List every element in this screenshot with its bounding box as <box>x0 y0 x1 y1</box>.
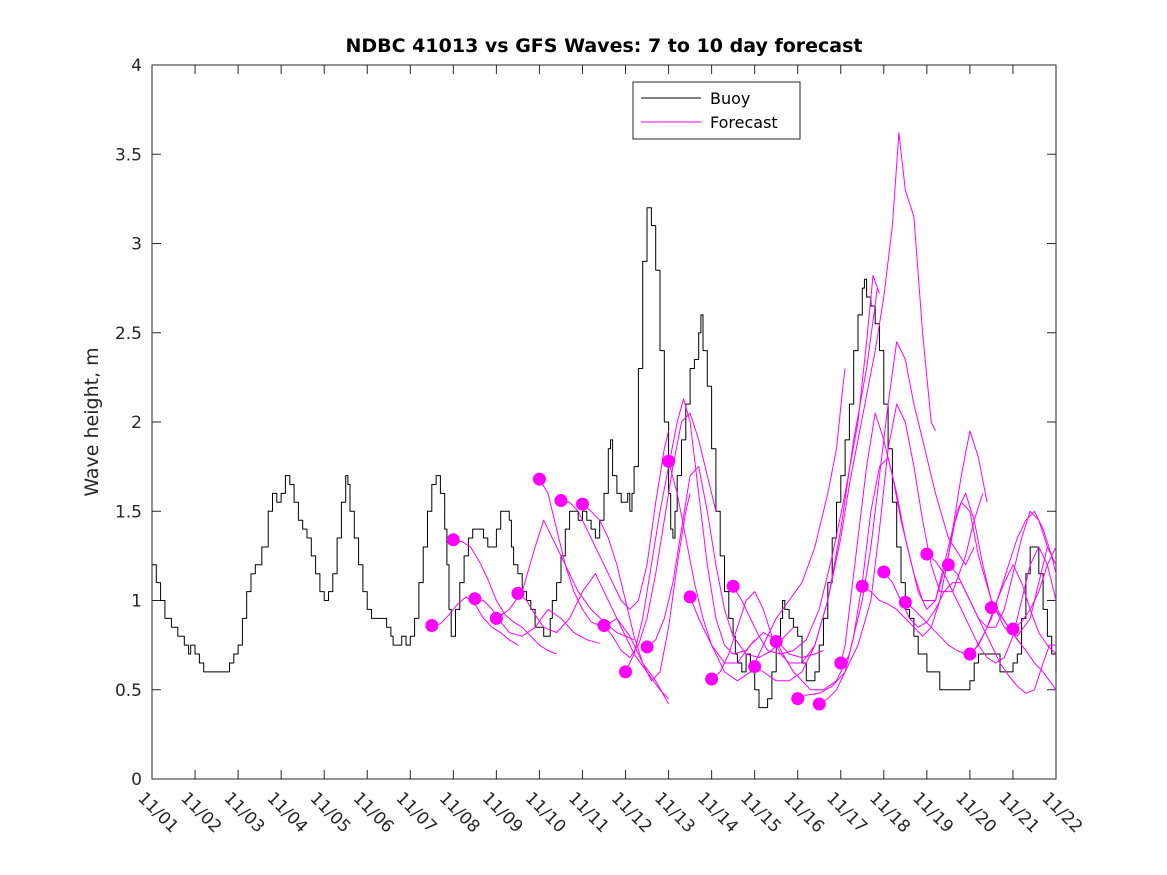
forecast-start-marker <box>597 618 611 632</box>
forecast-start-marker <box>898 595 912 609</box>
y-tick-label: 1 <box>131 592 142 612</box>
forecast-start-marker <box>726 579 740 593</box>
forecast-series-line <box>474 598 600 644</box>
forecast-series-line <box>603 412 717 659</box>
forecast-series-line <box>517 573 669 700</box>
y-axis-label: Wave height, m <box>81 347 103 496</box>
forecast-start-marker <box>877 565 891 579</box>
forecast-start-marker <box>791 692 805 706</box>
forecast-start-marker <box>575 497 589 511</box>
forecast-markers <box>425 454 1020 711</box>
forecast-start-marker <box>511 586 525 600</box>
chart-title: NDBC 41013 vs GFS Waves: 7 to 10 day for… <box>345 35 862 57</box>
forecast-series-line <box>926 546 1057 664</box>
forecast-start-marker <box>468 592 482 606</box>
forecast-series-line <box>453 539 557 655</box>
forecast-start-marker <box>769 635 783 649</box>
y-tick-label: 1.5 <box>115 502 142 522</box>
y-tick-label: 2.5 <box>115 324 142 344</box>
y-tick-label: 3 <box>131 235 142 255</box>
forecast-series-line <box>668 461 824 664</box>
y-tick-label: 0 <box>131 770 142 790</box>
legend-box <box>632 81 801 140</box>
forecast-start-marker <box>532 472 546 486</box>
forecast-series-line <box>991 607 1057 691</box>
forecast-start-marker <box>855 579 869 593</box>
forecast-start-marker <box>640 640 654 654</box>
y-tick-label: 2 <box>131 413 142 433</box>
forecast-start-marker <box>984 601 998 615</box>
forecast-series-line <box>646 466 794 659</box>
forecast-series-line <box>754 132 936 682</box>
y-tick-label: 4 <box>131 56 142 76</box>
forecast-start-marker <box>425 618 439 632</box>
legend-label-forecast: Forecast <box>710 113 778 132</box>
forecast-start-marker <box>812 697 826 711</box>
y-tick-label: 3.5 <box>115 145 142 165</box>
forecast-series-line <box>840 412 1023 664</box>
forecast-start-marker <box>834 656 848 670</box>
forecast-start-marker <box>683 590 697 604</box>
forecast-start-marker <box>619 665 633 679</box>
plot-area <box>151 64 1057 780</box>
legend-label-buoy: Buoy <box>710 89 750 108</box>
forecast-series-line <box>582 493 691 682</box>
forecast-series-line <box>689 368 846 682</box>
y-tick-label: 0.5 <box>115 681 142 701</box>
forecast-series-line <box>818 430 988 705</box>
forecast-start-marker <box>705 672 719 686</box>
forecast-series-line <box>969 564 1057 655</box>
forecast-start-marker <box>1006 622 1020 636</box>
forecast-start-marker <box>662 454 676 468</box>
forecast-series-line <box>1012 546 1057 630</box>
forecast-start-marker <box>963 647 977 661</box>
forecast-series-line <box>732 275 880 655</box>
forecast-start-marker <box>489 611 503 625</box>
forecast-series-line <box>775 341 975 691</box>
legend: Buoy Forecast <box>632 81 801 140</box>
forecast-start-marker <box>446 533 460 547</box>
forecast-series-line <box>560 430 670 610</box>
forecast-start-marker <box>748 660 762 674</box>
forecast-series-line <box>948 564 1056 694</box>
forecast-series-line <box>625 398 756 673</box>
forecast-start-marker <box>554 494 568 508</box>
forecast-start-marker <box>941 558 955 572</box>
buoy-series-line <box>152 207 1057 709</box>
forecast-start-marker <box>920 547 934 561</box>
